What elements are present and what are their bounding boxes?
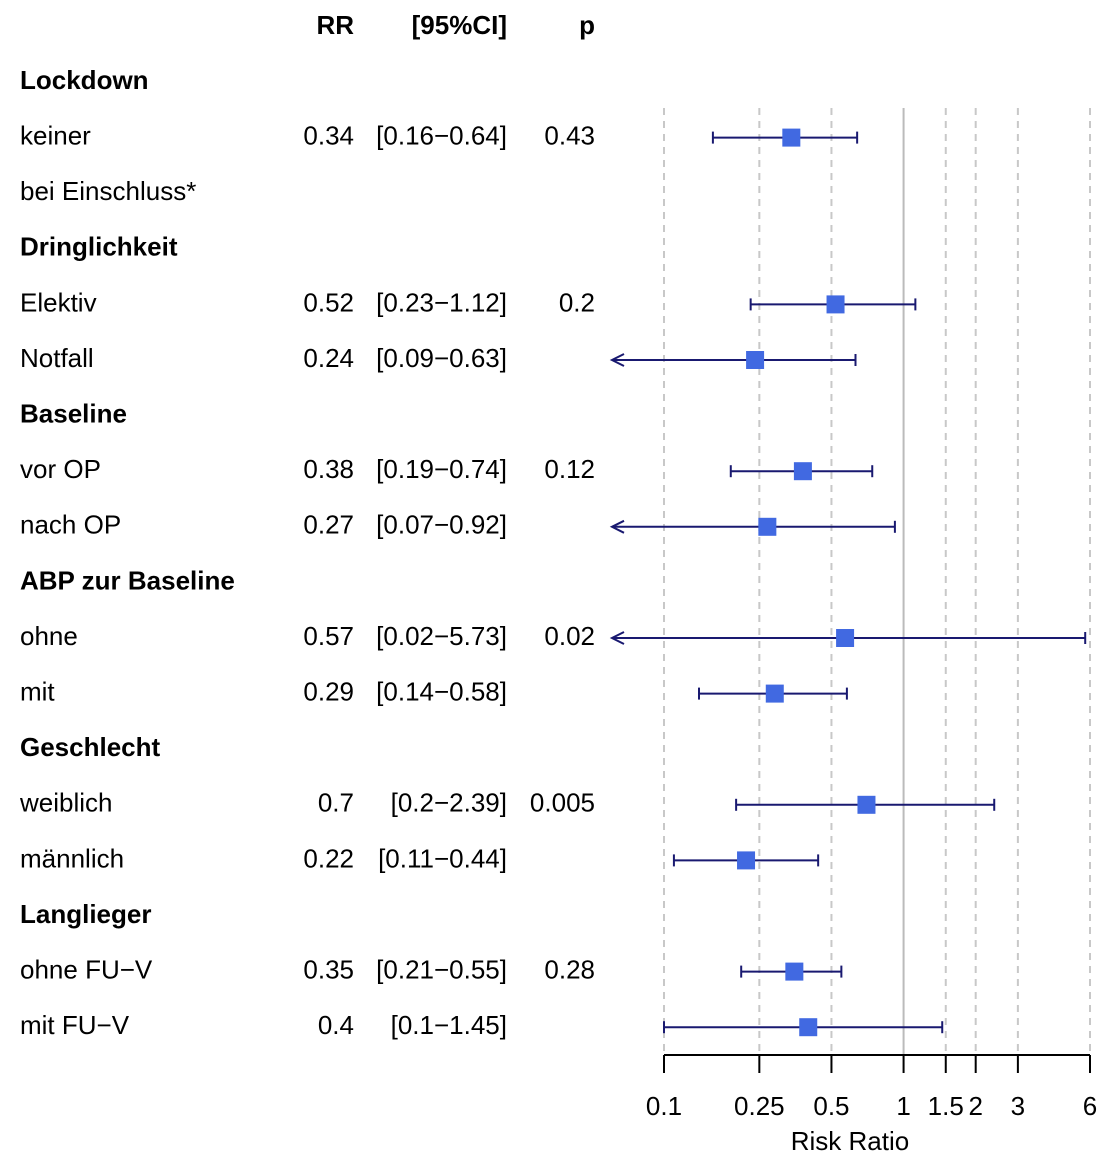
- ci-value: [0.09−0.63]: [376, 343, 507, 373]
- p-value: 0.2: [559, 287, 595, 317]
- row-label: vor OP: [20, 454, 101, 484]
- x-axis-title: Risk Ratio: [791, 1126, 909, 1156]
- ci-value: [0.16−0.64]: [376, 120, 507, 150]
- row-label: weiblich: [19, 788, 113, 818]
- rr-value: 0.4: [318, 1010, 354, 1040]
- ci-value: [0.21−0.55]: [376, 954, 507, 984]
- point-estimate: [782, 128, 801, 147]
- ci-value: [0.1−1.45]: [391, 1010, 507, 1040]
- ci-value: [0.19−0.74]: [376, 454, 507, 484]
- point-estimate: [785, 962, 804, 981]
- row-label: mit FU−V: [20, 1010, 130, 1040]
- group-label: Langlieger: [20, 899, 151, 929]
- x-tick-label: 1.5: [928, 1091, 964, 1121]
- x-tick-label: 3: [1011, 1091, 1025, 1121]
- row-label: Notfall: [20, 343, 94, 373]
- row-label: ohne: [20, 621, 78, 651]
- column-header: RR: [316, 10, 354, 40]
- rr-value: 0.27: [303, 510, 354, 540]
- row-label: Elektiv: [20, 287, 97, 317]
- group-label: Lockdown: [20, 65, 149, 95]
- point-estimate: [758, 517, 777, 536]
- row-label: nach OP: [20, 510, 121, 540]
- ci-arrow: [609, 631, 625, 645]
- group-label: Dringlichkeit: [20, 232, 178, 262]
- x-tick-label: 0.1: [646, 1091, 682, 1121]
- rr-value: 0.22: [303, 843, 354, 873]
- ci-value: [0.2−2.39]: [391, 788, 507, 818]
- point-estimate: [737, 851, 756, 870]
- ci-value: [0.07−0.92]: [376, 510, 507, 540]
- rr-value: 0.7: [318, 788, 354, 818]
- row-label: keiner: [20, 120, 91, 150]
- group-label: Geschlecht: [20, 732, 161, 762]
- rr-value: 0.34: [303, 120, 354, 150]
- p-value: 0.12: [544, 454, 595, 484]
- rr-value: 0.24: [303, 343, 354, 373]
- point-estimate: [857, 795, 876, 814]
- point-estimate: [836, 629, 855, 647]
- ci-value: [0.11−0.44]: [378, 843, 507, 873]
- row-label: mit: [20, 676, 55, 706]
- p-value: 0.28: [544, 954, 595, 984]
- point-estimate: [826, 295, 845, 314]
- group-label: Baseline: [20, 398, 127, 428]
- ci-arrow: [609, 353, 625, 367]
- p-value: 0.43: [544, 120, 595, 150]
- x-tick-label: 0.5: [813, 1091, 849, 1121]
- rr-value: 0.35: [303, 954, 354, 984]
- rr-value: 0.29: [303, 676, 354, 706]
- point-estimate: [793, 462, 812, 481]
- point-estimate: [799, 1018, 818, 1037]
- x-tick-label: 1: [896, 1091, 910, 1121]
- point-estimate: [746, 351, 765, 369]
- ci-value: [0.23−1.12]: [376, 287, 507, 317]
- row-label: männlich: [20, 843, 124, 873]
- ci-value: [0.14−0.58]: [376, 676, 507, 706]
- rr-value: 0.57: [303, 621, 354, 651]
- rr-value: 0.52: [303, 287, 354, 317]
- p-value: 0.02: [544, 621, 595, 651]
- rr-value: 0.38: [303, 454, 354, 484]
- group-label: ABP zur Baseline: [20, 565, 235, 595]
- ci-value: [0.02−5.73]: [376, 621, 507, 651]
- x-tick-label: 0.25: [734, 1091, 785, 1121]
- x-tick-label: 2: [968, 1091, 982, 1121]
- row-label: ohne FU−V: [20, 954, 153, 984]
- ci-arrow: [609, 519, 625, 534]
- p-value: 0.005: [530, 788, 595, 818]
- row-label: bei Einschluss*: [20, 176, 196, 206]
- column-header: p: [579, 10, 595, 40]
- column-header: [95%CI]: [412, 10, 507, 40]
- point-estimate: [765, 684, 784, 703]
- x-tick-label: 6: [1083, 1091, 1097, 1121]
